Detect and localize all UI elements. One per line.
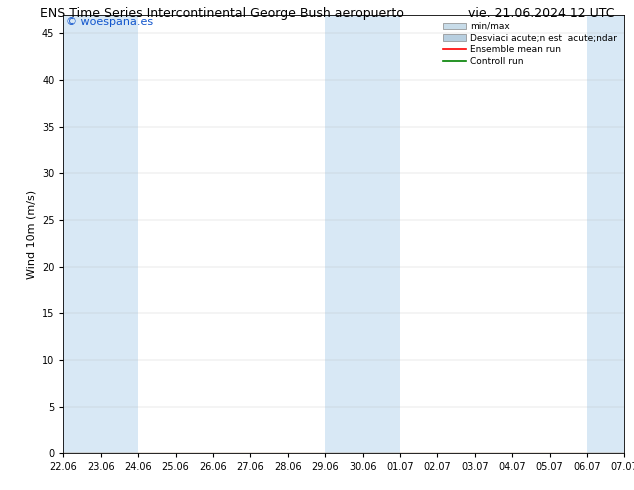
Bar: [587, 15, 624, 453]
Bar: [101, 15, 138, 453]
Legend: min/max, Desviaci acute;n est  acute;ndar, Ensemble mean run, Controll run: min/max, Desviaci acute;n est acute;ndar…: [441, 19, 620, 69]
Bar: [363, 15, 400, 453]
Y-axis label: Wind 10m (m/s): Wind 10m (m/s): [27, 190, 36, 278]
Text: vie. 21.06.2024 12 UTC: vie. 21.06.2024 12 UTC: [469, 7, 615, 21]
Bar: [325, 15, 363, 453]
Text: ENS Time Series Intercontinental George Bush aeropuerto: ENS Time Series Intercontinental George …: [40, 7, 404, 21]
Bar: [63, 15, 101, 453]
Text: © woespana.es: © woespana.es: [66, 17, 153, 27]
